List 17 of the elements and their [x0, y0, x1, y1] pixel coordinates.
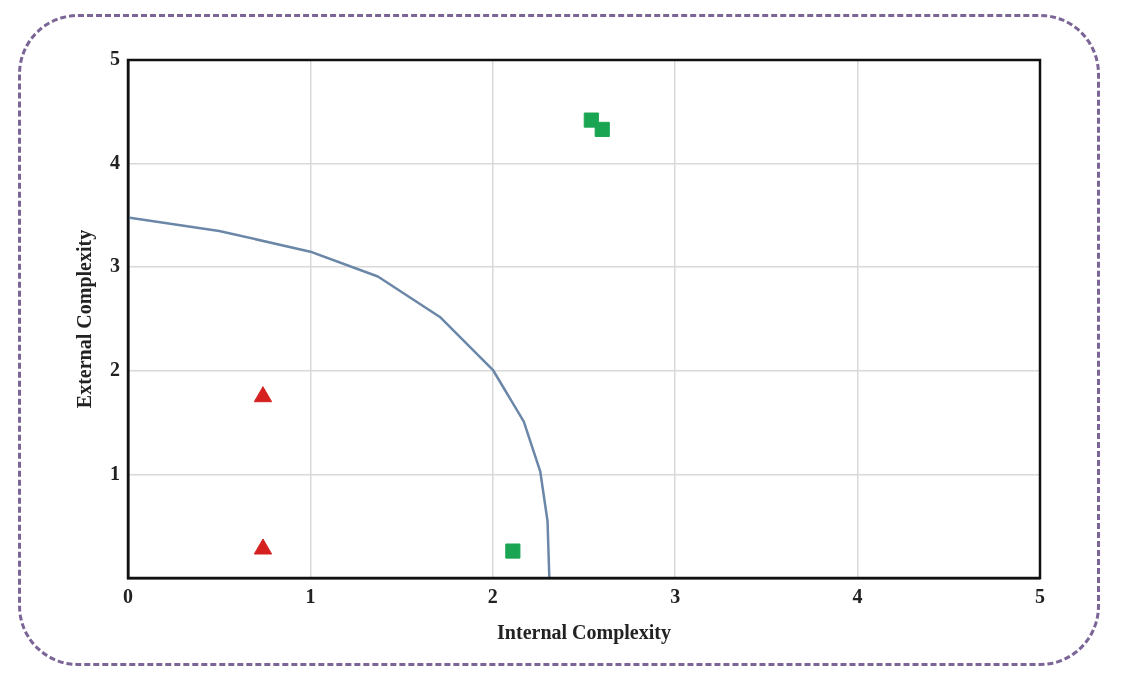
y-axis-title: External Complexity [73, 229, 97, 409]
y-tick-label: 1 [110, 461, 120, 484]
point [583, 112, 599, 128]
x-tick-label: 0 [123, 585, 133, 608]
x-tick-label: 4 [852, 585, 863, 608]
point [594, 121, 610, 137]
x-tick-label: 3 [670, 585, 681, 608]
y-tick-label: 4 [110, 150, 120, 173]
x-tick-label: 5 [1035, 585, 1045, 608]
point [253, 538, 273, 555]
x-axis-title: Internal Complexity [497, 621, 671, 645]
x-tick-label: 2 [487, 585, 498, 608]
x-tick-label: 1 [305, 585, 316, 608]
y-tick-label: 3 [110, 254, 120, 277]
y-tick-label: 5 [110, 47, 120, 70]
y-tick-label: 2 [110, 357, 120, 380]
point [253, 386, 273, 403]
